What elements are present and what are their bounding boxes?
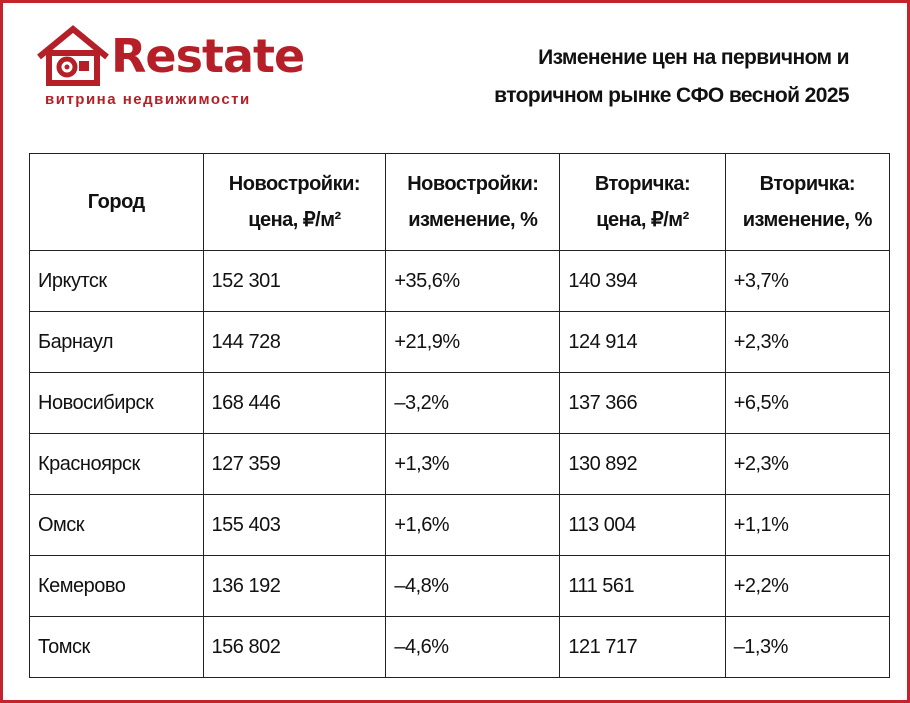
value-cell: 111 561 <box>559 555 726 617</box>
value-cell: +2,2% <box>724 555 891 617</box>
value-cell: +2,3% <box>724 311 891 373</box>
title-line: Изменение цен на первичном и <box>538 46 850 69</box>
value-cell: 113 004 <box>559 494 726 556</box>
logo-icon <box>37 25 109 86</box>
value-cell: 155 403 <box>202 494 387 556</box>
value-cell: 136 192 <box>202 555 387 617</box>
price-table: Город Новостройки: цена, ₽/м² Новостройки:… <box>29 153 891 678</box>
value-cell: +1,1% <box>724 494 891 556</box>
table-row: Кемерово 136 192 –4,8% 111 561 +2,2% <box>29 555 891 617</box>
value-cell: 144 728 <box>202 311 387 373</box>
value-cell: 124 914 <box>559 311 726 373</box>
title-line: вторичном рынке СФО весной 2025 <box>494 84 849 107</box>
value-cell: –3,2% <box>385 372 561 434</box>
header-cell: Новостройки: изменение, % <box>385 153 561 251</box>
table-row: Красноярск 127 359 +1,3% 130 892 +2,3% <box>29 433 891 495</box>
value-cell: +2,3% <box>724 433 891 495</box>
value-cell: +1,6% <box>385 494 561 556</box>
header-cell: Вторичка: цена, ₽/м² <box>559 153 726 251</box>
table-row: Омск 155 403 +1,6% 113 004 +1,1% <box>29 494 891 556</box>
value-cell: +1,3% <box>385 433 561 495</box>
city-cell: Барнаул <box>29 311 204 373</box>
city-cell: Иркутск <box>29 250 204 312</box>
header-cell: Город <box>29 153 204 251</box>
logo-name: Restate <box>111 29 305 83</box>
logo-tagline: витрина недвижимости <box>45 91 251 108</box>
value-cell: +6,5% <box>724 372 891 434</box>
value-cell: +3,7% <box>724 250 891 312</box>
value-cell: 121 717 <box>559 616 726 678</box>
table-row: Барнаул 144 728 +21,9% 124 914 +2,3% <box>29 311 891 373</box>
value-cell: 127 359 <box>202 433 387 495</box>
table-row: Новосибирск 168 446 –3,2% 137 366 +6,5% <box>29 372 891 434</box>
value-cell: 152 301 <box>202 250 387 312</box>
city-cell: Кемерово <box>29 555 204 617</box>
city-cell: Красноярск <box>29 433 204 495</box>
value-cell: 156 802 <box>202 616 387 678</box>
table-row: Иркутск 152 301 +35,6% 140 394 +3,7% <box>29 250 891 312</box>
value-cell: 168 446 <box>202 372 387 434</box>
city-cell: Новосибирск <box>29 372 204 434</box>
value-cell: +35,6% <box>385 250 561 312</box>
value-cell: –4,8% <box>385 555 561 617</box>
title: Изменение цен на первичном и вторичном р… <box>494 39 849 115</box>
value-cell: +21,9% <box>385 311 561 373</box>
city-cell: Томск <box>29 616 204 678</box>
value-cell: 140 394 <box>559 250 726 312</box>
header-row: Город Новостройки: цена, ₽/м² Новостройки:… <box>29 153 891 251</box>
value-cell: 130 892 <box>559 433 726 495</box>
value-cell: –4,6% <box>385 616 561 678</box>
header-cell: Новостройки: цена, ₽/м² <box>202 153 387 251</box>
city-cell: Омск <box>29 494 204 556</box>
table-row: Томск 156 802 –4,6% 121 717 –1,3% <box>29 616 891 678</box>
header-cell: Вторичка: изменение, % <box>724 153 891 251</box>
value-cell: 137 366 <box>559 372 726 434</box>
value-cell: –1,3% <box>724 616 891 678</box>
